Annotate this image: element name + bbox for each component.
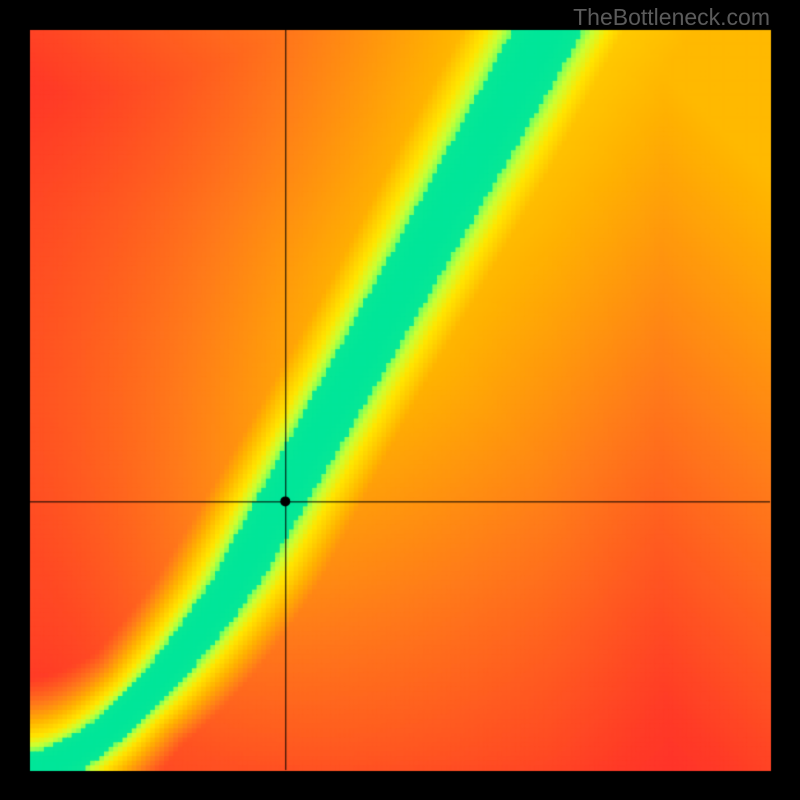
chart-container: TheBottleneck.com <box>0 0 800 800</box>
heatmap-canvas <box>0 0 800 800</box>
watermark-text: TheBottleneck.com <box>573 4 770 31</box>
